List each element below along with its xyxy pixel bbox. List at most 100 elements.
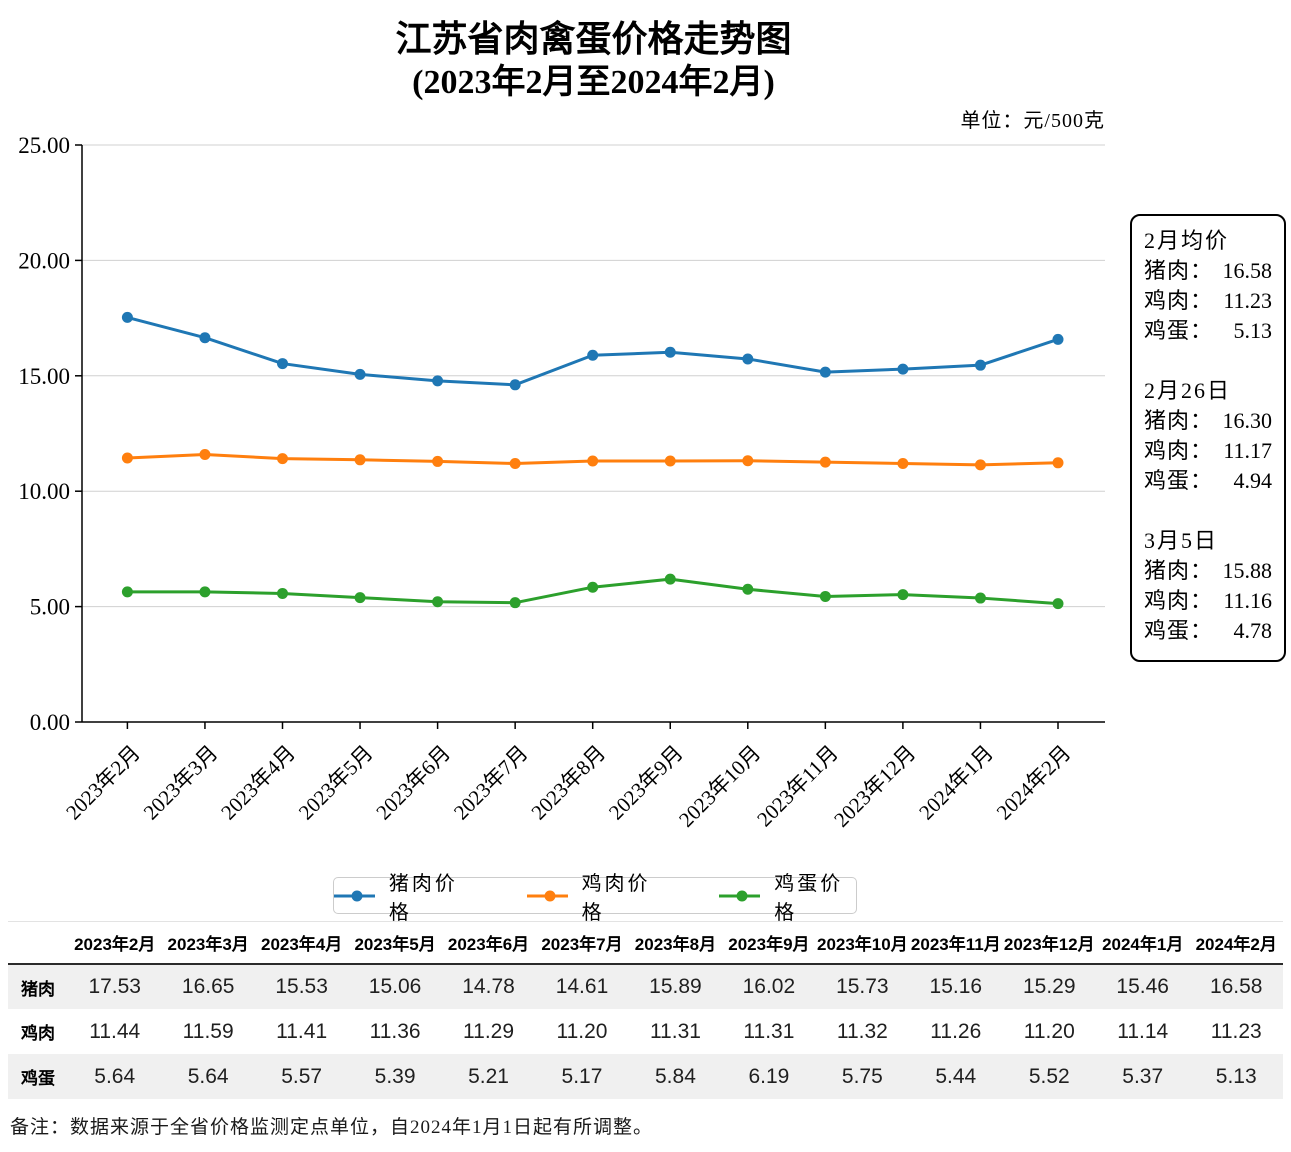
- x-axis-tick-label: 2023年12月: [829, 741, 920, 832]
- pork-point: [509, 379, 521, 391]
- info-row: 猪肉： 16.30: [1144, 406, 1272, 436]
- chicken-point: [199, 449, 211, 461]
- pork-point: [974, 359, 986, 371]
- y-axis-tick-label: 5.00: [30, 595, 70, 620]
- table-cell: 15.53: [275, 975, 328, 998]
- table-cell: 5.64: [94, 1064, 136, 1088]
- table-row: 猪肉 17.53 16.65 15.53 15.06 14.78 14.61 15.89 16.…: [8, 964, 1283, 1009]
- egg-point: [742, 583, 754, 595]
- legend-item-chicken: 鸡肉价格: [526, 867, 664, 925]
- chicken-point: [354, 454, 366, 466]
- table-header-cell: 2023年12月: [1002, 921, 1096, 965]
- info-row-value: 16.58: [1222, 258, 1273, 283]
- x-axis-tick-label: 2023年4月: [216, 741, 300, 825]
- table-header-cell: 2023年9月: [722, 921, 816, 965]
- chicken-point: [432, 455, 444, 467]
- table-header-cell: 2023年5月: [348, 921, 442, 965]
- info-row-label: 猪肉：: [1144, 558, 1214, 583]
- info-row: 鸡肉： 11.17: [1144, 436, 1272, 466]
- egg-point: [509, 597, 521, 609]
- info-row: 鸡肉： 11.16: [1144, 586, 1272, 616]
- table-cell: 15.89: [649, 975, 702, 998]
- table-header-cell: 2023年4月: [254, 921, 349, 965]
- table-corner-cell: [8, 921, 68, 965]
- table-header-cell: 2023年6月: [441, 921, 536, 965]
- legend-label: 猪肉价格: [388, 872, 458, 924]
- table-row: 鸡蛋 5.64 5.64 5.57 5.39 5.21 5.17 5.84 6.19 5.75 5.…: [8, 1054, 1283, 1099]
- table-cell: 16.65: [181, 975, 235, 998]
- info-row: 猪肉： 15.88: [1144, 556, 1272, 586]
- info-row-value: 11.16: [1223, 588, 1272, 613]
- table-cell: 14.78: [462, 975, 515, 998]
- x-axis-tick-label: 2023年2月: [61, 741, 145, 825]
- unit-label: 单位：元/500克: [960, 110, 1105, 132]
- y-axis-tick-label: 15.00: [18, 364, 70, 389]
- table-header-cell: 2023年2月: [68, 921, 162, 965]
- pork-point: [897, 363, 909, 375]
- table-cell: 11.59: [182, 1019, 234, 1043]
- info-section: 2月26日 猪肉： 16.30 鸡肉： 11.17 鸡蛋： 4.94: [1144, 376, 1272, 496]
- table-cell: 5.57: [281, 1064, 323, 1088]
- table-row-label: 猪肉: [21, 979, 55, 999]
- egg-point: [587, 581, 599, 593]
- table-header-cell: 2023年11月: [909, 921, 1003, 965]
- table-cell: 11.23: [1210, 1019, 1262, 1043]
- y-axis-tick-label: 10.00: [18, 479, 70, 504]
- footnote: 备注：数据来源于全省价格监测定点单位，自2024年1月1日起有所调整。: [10, 1117, 654, 1138]
- info-row-label: 猪肉：: [1144, 408, 1214, 433]
- price-trend-chart: 0.005.0010.0015.0020.0025.002023年2月2023年…: [18, 133, 1105, 832]
- x-axis-tick-label: 2023年11月: [752, 741, 843, 832]
- table-header-cell: 2023年8月: [628, 921, 723, 965]
- pork-point: [819, 366, 831, 378]
- info-row-label: 鸡肉：: [1144, 588, 1214, 613]
- table-cell: 5.64: [187, 1064, 229, 1088]
- pork-point: [432, 375, 444, 387]
- table-cell: 16.58: [1209, 975, 1263, 998]
- table-cell: 14.61: [555, 975, 609, 998]
- info-row-label: 猪肉：: [1144, 258, 1214, 283]
- info-row-value: 4.78: [1233, 618, 1273, 643]
- egg-point: [897, 589, 909, 601]
- info-row: 鸡蛋： 4.78: [1144, 616, 1272, 646]
- table-cell: 11.20: [556, 1019, 608, 1043]
- chart-title: 江苏省肉禽蛋价格走势图: [395, 19, 792, 59]
- x-axis-tick-label: 2023年8月: [526, 741, 610, 825]
- pork-point: [742, 353, 754, 365]
- info-section-heading: 3月5日: [1144, 528, 1219, 553]
- table-cell: 11.41: [276, 1019, 328, 1043]
- x-axis-tick-label: 2023年6月: [371, 741, 455, 825]
- legend-label: 鸡蛋价格: [774, 872, 844, 924]
- table-cell: 16.02: [742, 975, 796, 998]
- x-axis-tick-label: 2024年2月: [992, 741, 1076, 825]
- chicken-point: [742, 455, 754, 467]
- table-header-cell: 2023年7月: [535, 921, 629, 965]
- legend-item-egg: 鸡蛋价格: [719, 867, 856, 925]
- table-cell: 5.39: [374, 1064, 416, 1088]
- pork-point: [587, 349, 599, 361]
- table-cell: 11.14: [1117, 1019, 1169, 1043]
- pork-point: [1052, 333, 1064, 345]
- info-row: 鸡肉： 11.23: [1144, 286, 1272, 316]
- y-axis-tick-label: 0.00: [30, 710, 70, 735]
- info-section: 2月均价 猪肉： 16.58 鸡肉： 11.23 鸡蛋： 5.13: [1144, 226, 1272, 346]
- info-row-value: 15.88: [1222, 558, 1273, 583]
- chicken-point: [587, 455, 599, 467]
- info-section: 3月5日猪肉： 15.88 鸡肉： 11.16 鸡蛋： 4.78: [1144, 526, 1272, 646]
- info-section-heading: 2月均价: [1144, 228, 1230, 253]
- info-row-label: 鸡肉：: [1144, 438, 1214, 463]
- table-cell: 11.31: [649, 1019, 701, 1043]
- chicken-point: [897, 458, 909, 470]
- table-cell: 11.20: [1023, 1019, 1075, 1043]
- table-header-cell: 2024年1月: [1095, 921, 1190, 965]
- pork-point: [121, 311, 133, 323]
- table-cell: 5.75: [841, 1064, 883, 1088]
- pork-point: [277, 358, 288, 370]
- price-table: 2023年2月 2023年3月 2023年4月 2023年5月 2023年6月 2023年…: [8, 921, 1283, 1099]
- egg-point: [974, 592, 986, 604]
- info-row: 猪肉： 16.58: [1144, 256, 1272, 286]
- chart-legend: 猪肉价格 鸡肉价格 鸡蛋价格: [333, 873, 857, 924]
- x-axis-tick-label: 2024年1月: [914, 741, 998, 825]
- info-section-heading: 2月26日: [1144, 378, 1232, 403]
- table-row: 鸡肉 11.44 11.59 11.41 11.36 11.29 11.20 11.31 11.…: [8, 1009, 1283, 1054]
- table-cell: 17.53: [88, 975, 141, 998]
